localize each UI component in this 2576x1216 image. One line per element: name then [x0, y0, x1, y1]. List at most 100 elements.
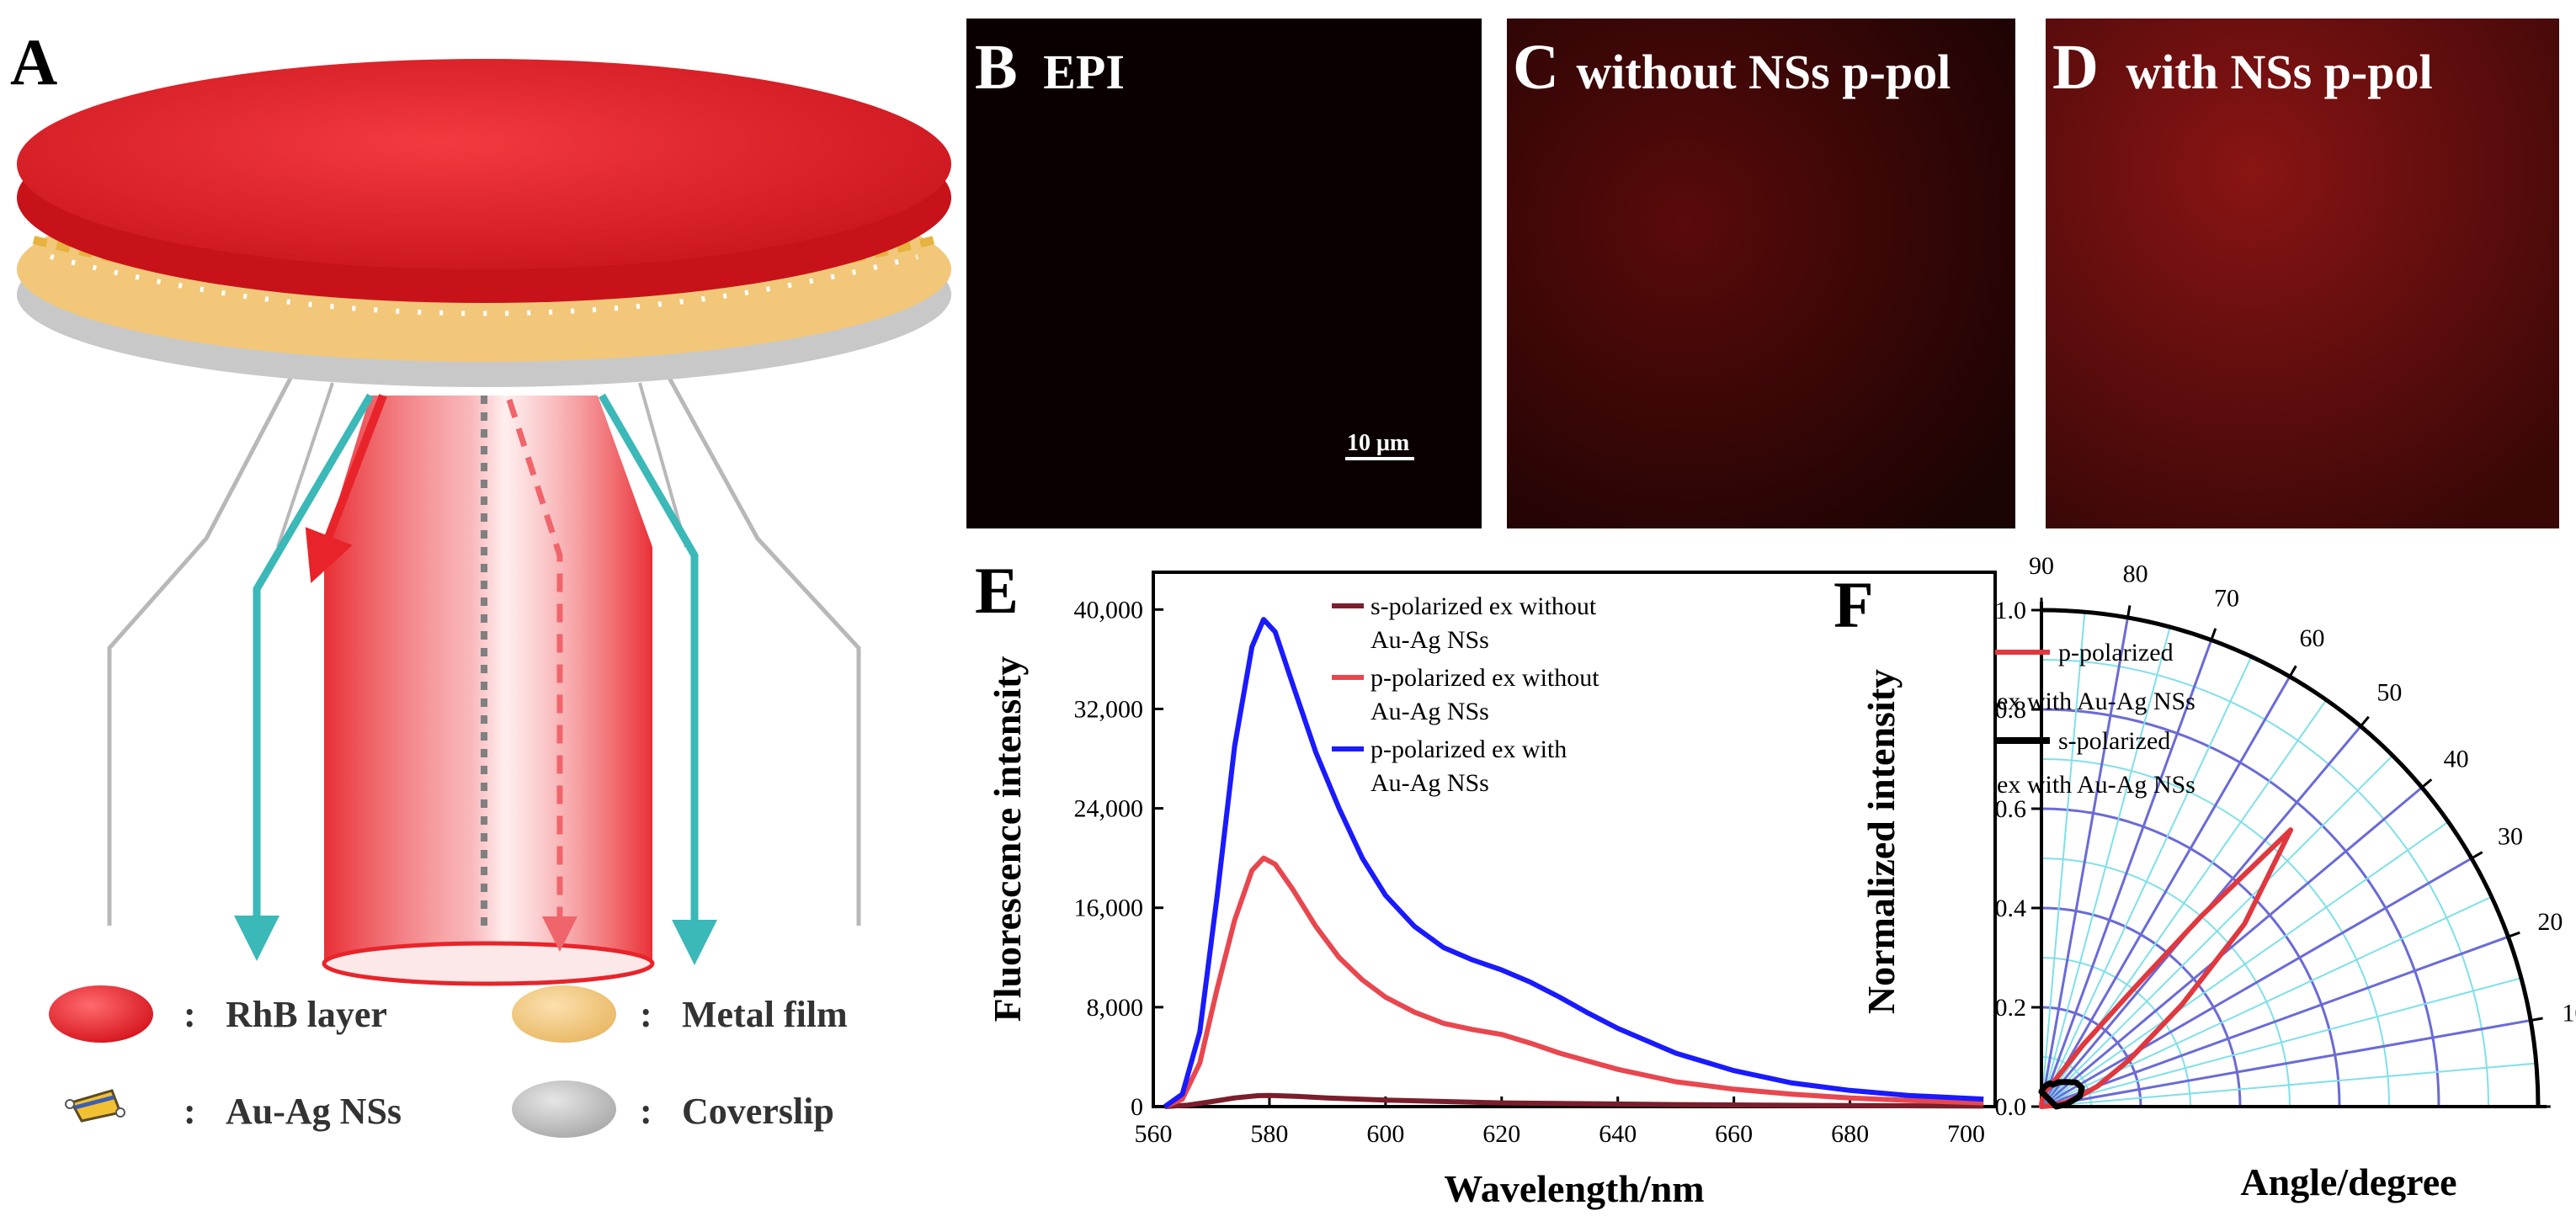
micrograph-b: [966, 19, 1482, 528]
chart-f-angle-tick: [2507, 931, 2520, 938]
svg-text::: :: [184, 994, 196, 1035]
chart-f-outer-arc: [2041, 608, 2541, 1107]
panel-a: A : RhB layer : Metal film: [10, 25, 951, 1138]
chart-f-rtick-label: 0.2: [1995, 994, 2027, 1022]
chart-f-ylabel: Normalized intensity: [1860, 669, 1903, 1014]
panel-a-letter: A: [10, 25, 57, 98]
panel-b-title: EPI: [1043, 45, 1125, 99]
chart-f-angle-label: 80: [2123, 560, 2148, 588]
chart-f-grid-spoke: [2041, 626, 2171, 1107]
chart-e-legend-label-line2: Au-Ag NSs: [1370, 769, 1489, 797]
panel-f-letter: F: [1834, 568, 1874, 641]
nanostar-icon: [65, 1089, 125, 1123]
chart-f-grid-spoke: [2040, 676, 2291, 1107]
chart-f-grid-spoke: [2041, 935, 2509, 1108]
chart-f-angle-label: 40: [2444, 746, 2469, 773]
legend-coverslip-label: Coverslip: [682, 1091, 834, 1132]
chart-f-rtick-label: 1.0: [1995, 597, 2027, 624]
chart-e-legend-label: p-polarized ex without: [1370, 664, 1599, 692]
legend-coverslip-swatch: [512, 1081, 616, 1138]
panel-d-letter: D: [2052, 32, 2099, 103]
chart-f-legend-label: s-polarized: [2058, 727, 2170, 755]
chart-e-xtick-label: 680: [1831, 1120, 1869, 1148]
chart-f-rtick-label: 0.8: [1995, 696, 2027, 724]
chart-f-grid-spoke: [2041, 656, 2253, 1107]
legend-rhb-label: RhB layer: [226, 994, 387, 1035]
chart-e-ytick-label: 0: [1131, 1093, 1143, 1121]
objective-outline-left: [107, 369, 297, 926]
chart-e-xtick-label: 560: [1135, 1120, 1173, 1148]
chart-e-ytick-label: 8,000: [1087, 994, 1144, 1022]
chart-e-xtick-label: 580: [1250, 1120, 1288, 1148]
chart-e-xtick-label: 620: [1482, 1120, 1520, 1148]
teal-arrow-down: [234, 393, 374, 961]
chart-f-rtick-label: 0.0: [1995, 1093, 2027, 1121]
chart-e-xtick-label: 640: [1599, 1120, 1637, 1148]
chart-f-xlabel: Angle/degree: [2240, 1160, 2456, 1203]
svg-text:B EPI: B EPI: [975, 32, 1125, 103]
panel-d: D with NSs p-pol: [2046, 19, 2559, 528]
chart-e-series-line: [1163, 617, 1984, 1109]
chart-e-legend-label: s-polarized ex without: [1370, 592, 1597, 620]
micrograph-c: [1507, 19, 2015, 528]
chart-f-angle-label: 30: [2498, 822, 2523, 850]
panel-c: C without NSs p-pol: [1507, 19, 2015, 528]
chart-f-grid-spoke: [2041, 1062, 2536, 1107]
chart-f-angle-tick: [2421, 778, 2433, 789]
svg-text:D with NSs p-pol: D with NSs p-pol: [2052, 32, 2433, 103]
chart-f-legend-label-line2: ex with Au-Ag NSs: [1997, 688, 2195, 715]
legend-metal-label: Metal film: [682, 994, 848, 1035]
chart-f-angle-label: 10: [2562, 999, 2576, 1027]
chart-e-legend-label: p-polarized ex with: [1370, 735, 1567, 763]
chart-f-grid-spoke: [2040, 640, 2213, 1107]
chart-e-frame: [1152, 571, 1997, 1108]
chart-f-rtick-label: 0.6: [1995, 795, 2027, 823]
chart-f-angle-label: 60: [2300, 624, 2325, 652]
chart-e-xtick-label: 660: [1715, 1120, 1753, 1148]
chart-f-grid-spoke: [2041, 786, 2423, 1108]
red-arrow-incident: [305, 394, 387, 584]
micrograph-d: [2046, 19, 2559, 528]
chart-f-grid-spoke: [2041, 612, 2086, 1107]
panel-a-legend: : RhB layer : Metal film : Au-Ag NSs : C…: [49, 985, 848, 1138]
chart-f-grid-spoke: [2041, 857, 2472, 1108]
panel-d-title: with NSs p-pol: [2126, 45, 2432, 99]
scale-bar-label: 10 μm: [1347, 430, 1409, 456]
chart-f-angle-label: 50: [2376, 678, 2402, 706]
chart-f-grid-spoke: [2041, 755, 2393, 1107]
chart-e-legend-label-line2: Au-Ag NSs: [1370, 698, 1489, 725]
chart-f-series-line: [2038, 1079, 2085, 1110]
chart-f-angle-tick: [2360, 715, 2370, 727]
chart-e-ytick-label: 16,000: [1074, 895, 1144, 922]
panel-c-title: without NSs p-pol: [1576, 45, 1951, 99]
panel-e-letter: E: [975, 554, 1019, 627]
chart-f: F 0.00.20.40.60.81.00102030405060708090 …: [1834, 552, 2576, 1203]
svg-text:C without NSs p-pol: C without NSs p-pol: [1513, 32, 1951, 103]
chart-e-ytick-label: 32,000: [1074, 695, 1144, 723]
chart-e-xtick-label: 600: [1366, 1120, 1404, 1148]
chart-e-series-line: [1163, 855, 1984, 1109]
chart-f-angle-tick: [2471, 851, 2483, 860]
chart-f-legend-label: p-polarized: [2058, 639, 2174, 666]
legend-nss-label: Au-Ag NSs: [226, 1091, 402, 1132]
beam-aperture: [322, 941, 655, 986]
chart-f-grid-spoke: [2040, 617, 2129, 1107]
chart-e-ytick-label: 24,000: [1074, 795, 1144, 823]
chart-f-grid-spoke: [2041, 1019, 2531, 1108]
pink-dashed-arrow: [506, 398, 577, 952]
chart-e-xlabel: Wavelength/nm: [1444, 1167, 1704, 1210]
objective-outline-right: [663, 369, 861, 926]
chart-f-rtick-label: 0.4: [1995, 895, 2027, 922]
chart-e-series-line: [1164, 1092, 1984, 1109]
chart-f-angle-label: 70: [2214, 585, 2239, 613]
svg-text::: :: [640, 994, 652, 1035]
chart-f-grid-spoke: [2041, 977, 2522, 1107]
rhb-layer-disk: [17, 59, 951, 269]
legend-rhb-swatch: [49, 985, 153, 1043]
panel-c-letter: C: [1513, 32, 1559, 103]
chart-e-legend-label-line2: Au-Ag NSs: [1370, 626, 1489, 654]
excitation-beam: [324, 396, 652, 964]
chart-f-angle-label: 90: [2029, 552, 2054, 580]
svg-text::: :: [184, 1091, 196, 1132]
